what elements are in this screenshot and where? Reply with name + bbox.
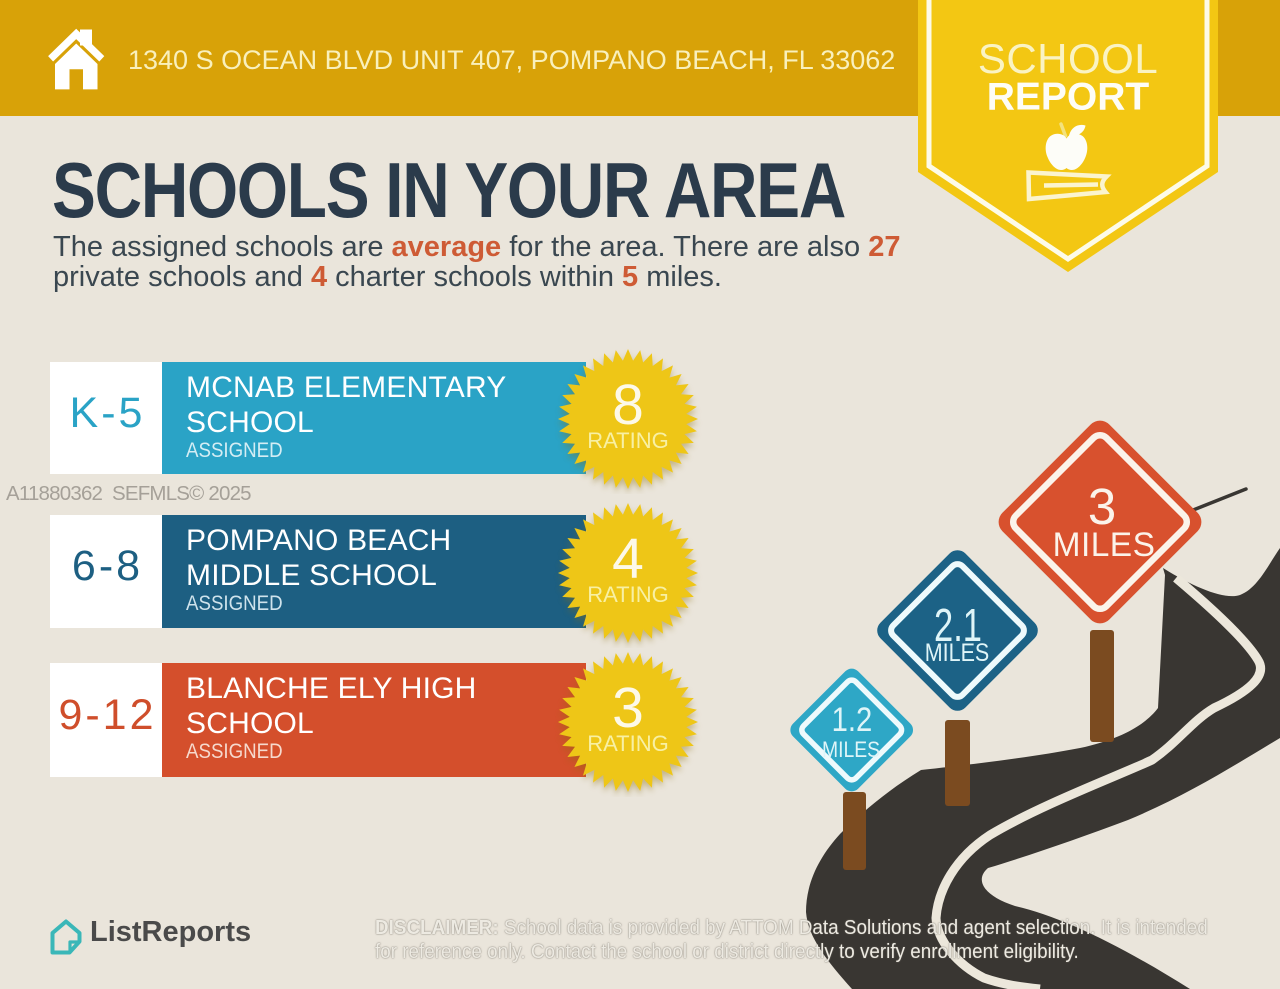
svg-text:SCHOOL: SCHOOL <box>978 35 1158 82</box>
svg-text:3: 3 <box>1088 478 1116 535</box>
svg-text:2.1: 2.1 <box>934 599 982 651</box>
svg-text:MILES: MILES <box>1053 526 1156 565</box>
svg-text:REPORT: REPORT <box>987 76 1150 119</box>
svg-text:MILES: MILES <box>925 638 989 666</box>
svg-text:MILES: MILES <box>822 738 880 762</box>
svg-text:1.2: 1.2 <box>832 700 873 739</box>
